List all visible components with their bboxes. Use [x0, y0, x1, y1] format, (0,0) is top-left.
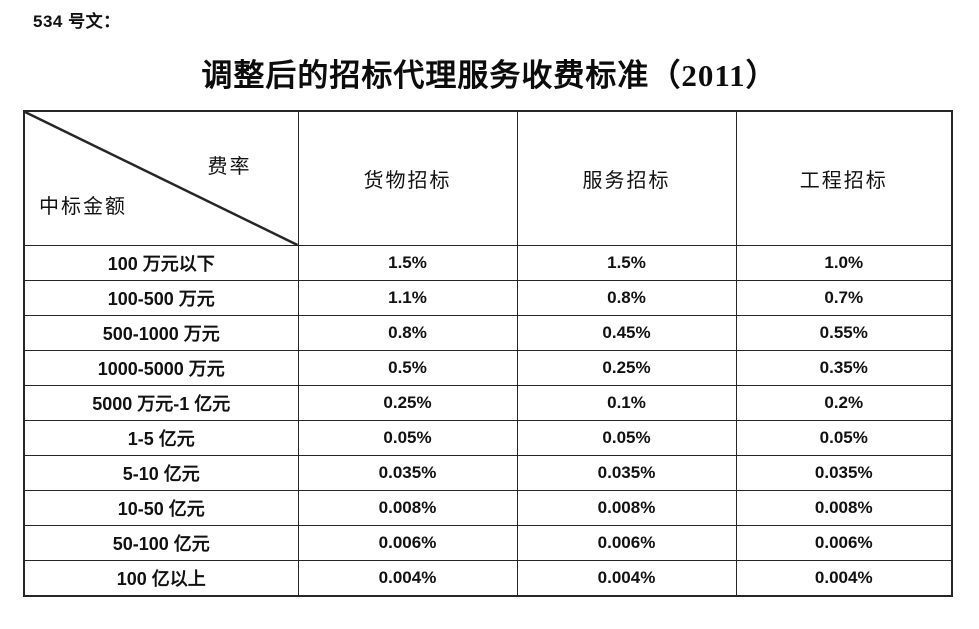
- fee-value-cell: 0.006%: [735, 525, 953, 561]
- page-title: 调整后的招标代理服务收费标准（2011）: [201, 58, 778, 93]
- fee-value-cell: 0.25%: [297, 385, 518, 421]
- fee-value-cell: 0.035%: [735, 455, 953, 491]
- fee-value-cell: 0.2%: [735, 385, 953, 421]
- fee-value-cell: 0.35%: [735, 350, 953, 386]
- row-label-cell: 5000 万元-1 亿元: [23, 385, 299, 421]
- table-row: 1-5 亿元 0.05% 0.05% 0.05%: [23, 420, 953, 456]
- corner-header-cell: 费率 中标金额: [23, 110, 299, 246]
- fee-value-cell: 0.05%: [516, 420, 737, 456]
- table-row: 5000 万元-1 亿元 0.25% 0.1% 0.2%: [23, 385, 953, 421]
- diagonal-divider-line: [25, 112, 297, 245]
- fee-table-body: 100 万元以下 1.5% 1.5% 1.0% 100-500 万元 1.1% 0.8% 0.…: [23, 245, 953, 597]
- fee-value-cell: 0.45%: [516, 315, 737, 351]
- fee-value-cell: 0.1%: [516, 385, 737, 421]
- row-label-cell: 5-10 亿元: [23, 455, 299, 491]
- fee-value-cell: 0.035%: [516, 455, 737, 491]
- row-label-cell: 100 亿以上: [23, 560, 299, 597]
- fee-value-cell: 0.55%: [735, 315, 953, 351]
- fee-value-cell: 0.05%: [735, 420, 953, 456]
- column-header-services: 服务招标: [516, 110, 737, 246]
- fee-value-cell: 1.5%: [516, 245, 737, 281]
- column-header-engineering: 工程招标: [735, 110, 953, 246]
- fee-value-cell: 0.05%: [297, 420, 518, 456]
- header-row: 费率 中标金额 货物招标 服务招标 工程招标: [23, 110, 953, 246]
- fee-value-cell: 0.004%: [516, 560, 737, 597]
- fee-value-cell: 1.5%: [297, 245, 518, 281]
- fee-value-cell: 0.5%: [297, 350, 518, 386]
- fee-value-cell: 0.006%: [516, 525, 737, 561]
- row-label-cell: 10-50 亿元: [23, 490, 299, 526]
- fee-value-cell: 0.006%: [297, 525, 518, 561]
- row-label-cell: 100-500 万元: [23, 280, 299, 316]
- row-label-cell: 50-100 亿元: [23, 525, 299, 561]
- column-header-goods: 货物招标: [297, 110, 518, 246]
- fee-value-cell: 1.0%: [735, 245, 953, 281]
- table-row: 100 万元以下 1.5% 1.5% 1.0%: [23, 245, 953, 281]
- row-label-cell: 100 万元以下: [23, 245, 299, 281]
- table-row: 5-10 亿元 0.035% 0.035% 0.035%: [23, 455, 953, 491]
- fee-value-cell: 0.7%: [735, 280, 953, 316]
- fee-standard-table: 费率 中标金额 货物招标 服务招标 工程招标 100 万元以下 1.5% 1.5% 1…: [23, 110, 953, 597]
- table-row: 100-500 万元 1.1% 0.8% 0.7%: [23, 280, 953, 316]
- doc-number-label: 534 号文：: [33, 12, 121, 31]
- table-row: 1000-5000 万元 0.5% 0.25% 0.35%: [23, 350, 953, 386]
- table-row: 10-50 亿元 0.008% 0.008% 0.008%: [23, 490, 953, 526]
- fee-value-cell: 0.8%: [516, 280, 737, 316]
- corner-label-amount: 中标金额: [39, 196, 127, 218]
- fee-value-cell: 0.035%: [297, 455, 518, 491]
- row-label-cell: 1000-5000 万元: [23, 350, 299, 386]
- table-row: 50-100 亿元 0.006% 0.006% 0.006%: [23, 525, 953, 561]
- corner-label-rate: 费率: [207, 156, 252, 178]
- fee-value-cell: 0.004%: [297, 560, 518, 597]
- table-row: 100 亿以上 0.004% 0.004% 0.004%: [23, 560, 953, 597]
- fee-value-cell: 0.008%: [735, 490, 953, 526]
- table-row: 500-1000 万元 0.8% 0.45% 0.55%: [23, 315, 953, 351]
- row-label-cell: 500-1000 万元: [23, 315, 299, 351]
- fee-value-cell: 0.008%: [516, 490, 737, 526]
- fee-value-cell: 0.25%: [516, 350, 737, 386]
- fee-value-cell: 0.004%: [735, 560, 953, 597]
- fee-value-cell: 1.1%: [297, 280, 518, 316]
- fee-value-cell: 0.008%: [297, 490, 518, 526]
- row-label-cell: 1-5 亿元: [23, 420, 299, 456]
- fee-value-cell: 0.8%: [297, 315, 518, 351]
